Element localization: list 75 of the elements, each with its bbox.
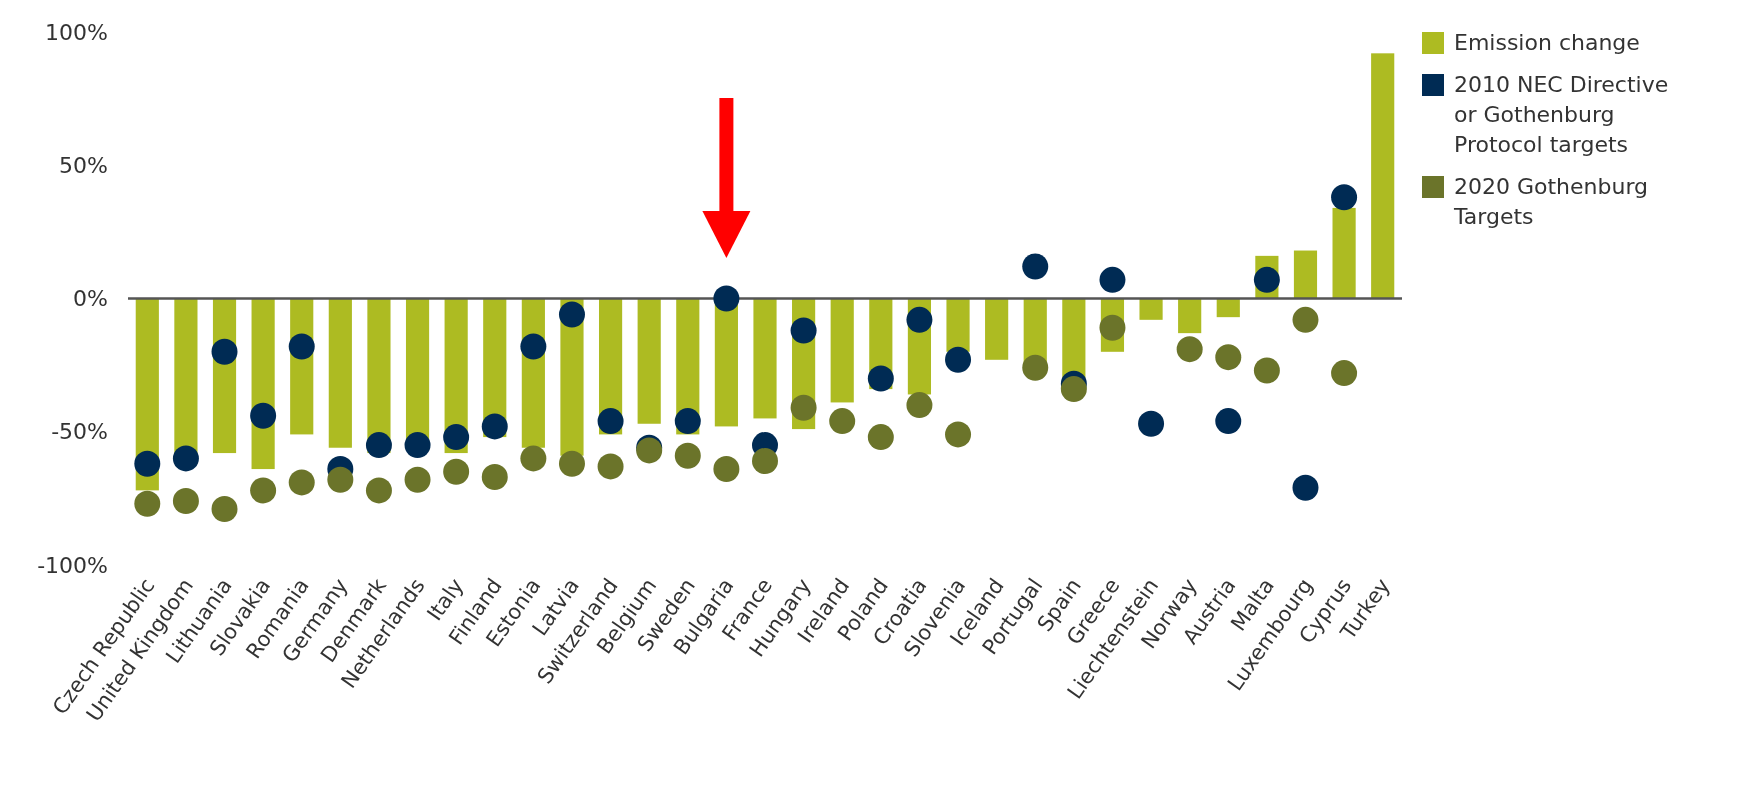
point: [443, 424, 470, 451]
point: [134, 490, 161, 517]
bar: [1293, 250, 1318, 299]
point: [790, 394, 817, 421]
point: [172, 488, 199, 515]
point: [288, 333, 315, 360]
point: [674, 442, 701, 469]
point: [1176, 336, 1203, 363]
point: [1099, 266, 1126, 293]
point: [867, 424, 894, 451]
point: [752, 448, 778, 475]
bar: [1178, 298, 1202, 334]
point: [558, 301, 585, 328]
point: [250, 402, 277, 429]
bar: [328, 298, 352, 448]
point: [1215, 344, 1242, 371]
point: [327, 466, 354, 493]
legend-label: 2010 NEC Directive or Gothenburg Protocol targets: [1454, 72, 1669, 157]
point: [1292, 474, 1319, 501]
point: [558, 450, 585, 477]
point: [1253, 357, 1280, 384]
bar: [1216, 298, 1240, 318]
legend-label: 2020 Gothenburg Targets: [1453, 174, 1649, 229]
point: [250, 477, 277, 504]
point: [404, 466, 431, 493]
y-tick-label: 100%: [45, 19, 108, 45]
bar: [1062, 298, 1086, 379]
point: [134, 450, 161, 477]
point: [481, 413, 508, 440]
point: [674, 408, 701, 435]
point: [1138, 410, 1165, 437]
y-tick-label: -50%: [51, 419, 108, 445]
bar: [1139, 298, 1163, 320]
bar: [946, 298, 970, 352]
point: [211, 496, 238, 523]
point: [829, 408, 856, 435]
point: [1099, 314, 1126, 341]
legend-label: Emission change: [1454, 30, 1640, 55]
point: [1253, 266, 1280, 293]
point: [1060, 376, 1087, 403]
point: [1215, 408, 1242, 435]
point: [1022, 354, 1049, 381]
point: [945, 421, 972, 448]
point: [906, 392, 933, 419]
point: [713, 456, 740, 483]
point: [713, 285, 740, 312]
bar: [1332, 207, 1356, 299]
point: [211, 338, 238, 365]
point: [288, 469, 315, 496]
bar: [985, 298, 1009, 360]
point: [365, 477, 392, 504]
y-tick-label: 50%: [59, 152, 108, 178]
point: [520, 333, 547, 360]
point: [1331, 184, 1358, 211]
point: [906, 306, 933, 333]
point: [481, 464, 508, 491]
point: [443, 458, 470, 485]
bar: [637, 298, 661, 424]
point: [1292, 306, 1319, 333]
point: [790, 317, 817, 344]
y-tick-label: -100%: [37, 552, 108, 578]
point: [1022, 253, 1049, 280]
point: [1331, 360, 1358, 387]
point: [597, 408, 624, 435]
bar: [1371, 53, 1395, 299]
point: [520, 445, 547, 472]
point: [597, 453, 624, 480]
bar: [830, 298, 854, 403]
point: [404, 432, 431, 459]
point: [172, 445, 199, 472]
bar: [753, 298, 777, 419]
y-tick-label: 0%: [73, 286, 108, 312]
point: [365, 432, 392, 459]
point: [945, 346, 972, 373]
point: [867, 365, 894, 392]
